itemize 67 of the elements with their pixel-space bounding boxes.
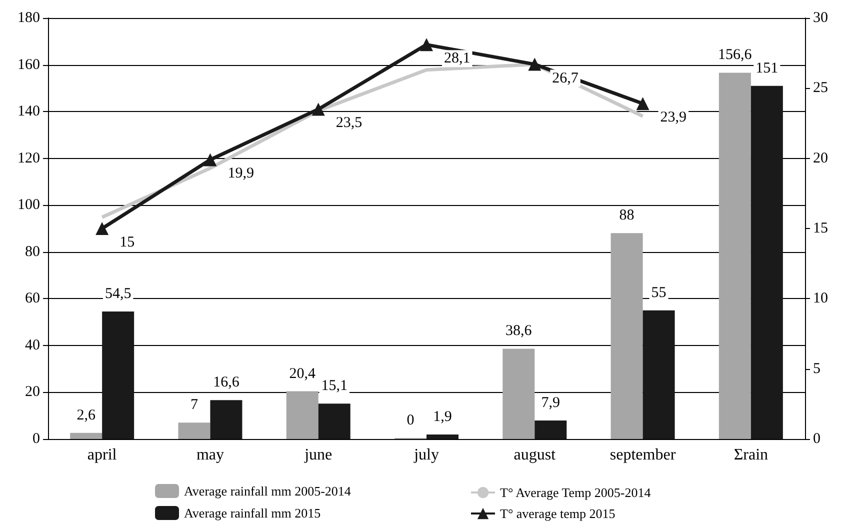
x-tick-label: may [196, 446, 224, 464]
data-label: 1,9 [433, 409, 452, 426]
data-label: 151 [756, 60, 778, 76]
y2-tick-label: 30 [813, 10, 828, 26]
data-label: 15 [120, 234, 135, 250]
data-label: 55 [651, 284, 666, 301]
bar [286, 391, 318, 439]
data-label: 16,6 [213, 374, 240, 391]
legend-label: T° Average Temp 2005-2014 [500, 485, 652, 500]
data-label: 0 [406, 412, 414, 428]
bar [610, 233, 643, 439]
bar [534, 420, 567, 439]
y-tick-label: 20 [25, 384, 40, 400]
data-label: 38,6 [506, 323, 532, 340]
bar [642, 310, 675, 439]
y-tick-label: 120 [18, 150, 40, 166]
point [96, 222, 109, 235]
bar [102, 312, 134, 439]
data-label: 7 [190, 397, 198, 414]
data-label: 28,1 [444, 50, 470, 67]
point [204, 153, 217, 166]
bar [502, 348, 535, 439]
y-tick-label: 60 [25, 290, 40, 307]
bar [178, 422, 210, 439]
legend-label: T° average temp 2015 [500, 506, 616, 521]
data-label: 23,5 [336, 115, 362, 132]
data-label: 7,9 [541, 395, 560, 412]
y2-tick-label: 20 [813, 150, 828, 166]
bar [426, 434, 458, 439]
x-tick-label: june [304, 446, 332, 464]
y2-tick-label: 5 [813, 360, 820, 377]
x-tick-label: august [514, 446, 556, 464]
x-tick-label: Σrain [734, 446, 768, 464]
bar [70, 432, 102, 439]
x-tick-label: april [87, 446, 118, 464]
data-label: 20,4 [289, 366, 316, 382]
y-tick-label: 0 [32, 431, 40, 447]
y2-tick-label: 10 [813, 290, 828, 307]
data-label: 23,9 [660, 110, 687, 126]
legend-label: Average rainfall mm 2015 [184, 506, 321, 520]
data-label: 26,7 [552, 70, 579, 86]
data-label: 2,6 [76, 407, 96, 424]
data-label: 156,6 [718, 47, 752, 64]
bar [718, 72, 751, 439]
data-label: 88 [619, 208, 634, 224]
point [636, 97, 650, 110]
bar [750, 86, 783, 439]
data-label: 19,9 [228, 166, 254, 182]
point [420, 38, 433, 52]
point [528, 58, 542, 71]
y-tick-label: 80 [25, 244, 40, 260]
y2-tick-label: 25 [813, 80, 828, 96]
y-tick-label: 180 [18, 10, 40, 26]
point [312, 102, 325, 116]
y2-tick-label: 0 [813, 431, 820, 447]
bar [210, 400, 242, 439]
data-label: 15,1 [321, 378, 348, 394]
y-tick-label: 140 [18, 104, 40, 120]
legend-label: Average rainfall mm 2005-2014 [184, 484, 352, 498]
y2-tick-label: 15 [813, 220, 828, 236]
x-tick-label: september [610, 446, 676, 464]
data-label: 54,5 [104, 286, 132, 302]
y-tick-label: 100 [18, 197, 40, 214]
y-tick-label: 160 [18, 56, 40, 73]
bar [318, 404, 350, 439]
y-tick-label: 40 [25, 337, 40, 354]
x-tick-label: july [413, 446, 439, 464]
